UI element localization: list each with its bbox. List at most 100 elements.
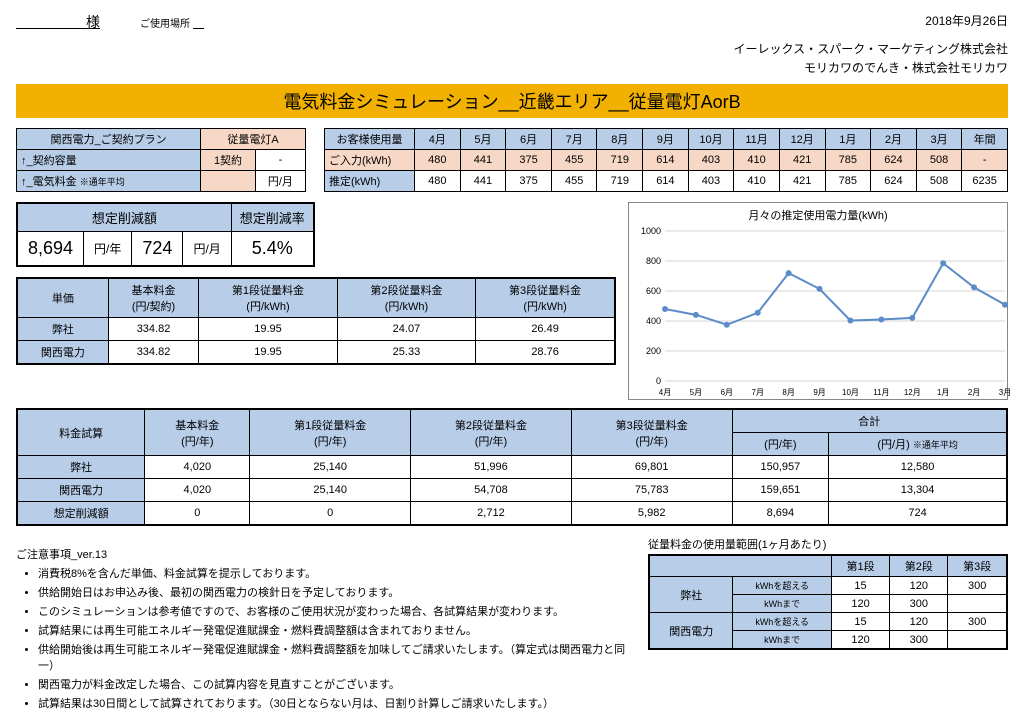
usage-est-label: 推定(kWh) [325,171,415,192]
customer-name: 様 [16,12,100,32]
usage-month: 4月 [415,129,461,150]
note-item: このシミュレーションは参考値ですので、お客様のご使用状況が変わった場合、各試算結… [38,603,628,619]
savings-rate: 5.4% [231,232,314,267]
notes-title: ご注意事項_ver.13 [16,546,628,562]
svg-text:8月: 8月 [782,388,794,397]
note-item: 試算結果は30日間として試算されております。（30日とならない月は、日割り計算し… [38,695,628,711]
usage-input-cell: 614 [643,150,689,171]
tier-title: 従量料金の使用量範囲(1ヶ月あたり) [648,536,1008,552]
svg-text:10月: 10月 [842,388,859,397]
svg-text:2月: 2月 [968,388,980,397]
contract-table: 関西電力_ご契約プラン 従量電灯A ↑_契約容量 1契約 - ↑_電気料金 ※通… [16,128,306,192]
usage-est-cell: 455 [551,171,597,192]
usage-month: 11月 [734,129,780,150]
usage-month: 2月 [871,129,917,150]
svg-text:3月: 3月 [999,388,1011,397]
svg-text:9月: 9月 [813,388,825,397]
usage-month: 1月 [825,129,871,150]
usage-input-cell: 480 [415,150,461,171]
top-tables: 関西電力_ご契約プラン 従量電灯A ↑_契約容量 1契約 - ↑_電気料金 ※通… [16,128,1008,192]
usage-est-cell: 480 [415,171,461,192]
tier-table: 第1段第2段第3段弊社kWhを超える15120300kWhまで120300関西電… [648,554,1008,650]
use-place: ご使用場所 [140,15,343,31]
note-item: 関西電力が料金改定した場合、この試算内容を見直すことがございます。 [38,676,628,692]
usage-month: 12月 [779,129,825,150]
usage-est-cell: 403 [688,171,734,192]
note-item: 供給開始後は再生可能エネルギー発電促進賦課金・燃料費調整額を加味してご請求いたし… [38,641,628,673]
usage-est-cell: 6235 [962,171,1008,192]
price-table: 単価基本料金(円/契約)第1段従量料金(円/kWh)第2段従量料金(円/kWh)… [16,277,616,365]
title-bar: 電気料金シミュレーション__近畿エリア__従量電灯AorB [16,84,1008,118]
note-item: 試算結果には再生可能エネルギー発電促進賦課金・燃料費調整額は含まれておりません。 [38,622,628,638]
usage-month: 年間 [962,129,1008,150]
usage-chart: 020040060080010004月5月6月7月8月9月10月11月12月1月… [633,225,1011,399]
svg-text:5月: 5月 [690,388,702,397]
svg-text:12月: 12月 [904,388,921,397]
savings-month-val: 724 [132,232,183,267]
usage-input-cell: 719 [597,150,643,171]
savings-h1: 想定削減額 [17,203,231,232]
usage-month: 3月 [916,129,962,150]
savings-month-unit: 円/月 [183,232,231,267]
usage-month: 7月 [551,129,597,150]
svg-text:7月: 7月 [752,388,764,397]
contract-row1-label: ↑_契約容量 [17,150,201,171]
note-item: 消費税8%を含んだ単価、料金試算を提示しております。 [38,565,628,581]
svg-text:6月: 6月 [721,388,733,397]
contract-row2-label: ↑_電気料金 ※通年平均 [17,171,201,192]
usage-input-cell: 785 [825,150,871,171]
use-place-value [193,15,343,31]
note-item: 供給開始日はお申込み後、最初の関西電力の検針日を予定しております。 [38,584,628,600]
notes-list: 消費税8%を含んだ単価、料金試算を提示しております。供給開始日はお申込み後、最初… [16,565,628,711]
usage-input-cell: 508 [916,150,962,171]
contract-header: 関西電力_ご契約プラン [17,129,201,150]
usage-input-cell: 403 [688,150,734,171]
usage-month: 9月 [643,129,689,150]
svg-text:200: 200 [646,346,661,356]
contract-plan: 従量電灯A [201,129,306,150]
usage-est-cell: 719 [597,171,643,192]
usage-est-cell: 375 [506,171,552,192]
savings-year-unit: 円/年 [84,232,132,267]
company-lines: イーレックス・スパーク・マーケティング株式会社 モリカワのでんき・株式会社モリカ… [16,40,1008,78]
company-line2: モリカワのでんき・株式会社モリカワ [16,59,1008,78]
chart-box: 月々の推定使用電力量(kWh) 020040060080010004月5月6月7… [628,202,1008,400]
contract-row1-v1: 1契約 [201,150,256,171]
document-date: 2018年9月26日 [925,12,1008,29]
contract-row2-v2: 円/月 [255,171,305,192]
customer-block: 様 ご使用場所 [16,12,343,32]
usage-input-cell: 455 [551,150,597,171]
usage-month: 8月 [597,129,643,150]
usage-est-cell: 410 [734,171,780,192]
svg-text:0: 0 [656,376,661,386]
usage-est-cell: 508 [916,171,962,192]
usage-est-cell: 624 [871,171,917,192]
svg-text:4月: 4月 [659,388,671,397]
usage-input-cell: 410 [734,150,780,171]
mid-left: 想定削減額 想定削減率 8,694 円/年 724 円/月 5.4% 単価基本料… [16,202,616,365]
mid-row: 想定削減額 想定削減率 8,694 円/年 724 円/月 5.4% 単価基本料… [16,202,1008,400]
usage-month: 5月 [460,129,506,150]
svg-text:1000: 1000 [641,226,661,236]
savings-table: 想定削減額 想定削減率 8,694 円/年 724 円/月 5.4% [16,202,315,267]
savings-h2: 想定削減率 [231,203,314,232]
usage-est-cell: 441 [460,171,506,192]
use-place-label: ご使用場所 [140,19,190,30]
usage-est-cell: 785 [825,171,871,192]
contract-row1-v2: - [255,150,305,171]
svg-text:800: 800 [646,256,661,266]
usage-input-cell: 624 [871,150,917,171]
header-row: 様 ご使用場所 2018年9月26日 [16,12,1008,32]
trial-table: 料金試算基本料金(円/年)第1段従量料金(円/年)第2段従量料金(円/年)第3段… [16,408,1008,526]
chart-title: 月々の推定使用電力量(kWh) [633,207,1003,223]
usage-input-label: ご入力(kWh) [325,150,415,171]
bottom-row: ご注意事項_ver.13 消費税8%を含んだ単価、料金試算を提示しております。供… [16,536,1008,714]
notes-block: ご注意事項_ver.13 消費税8%を含んだ単価、料金試算を提示しております。供… [16,546,628,714]
usage-est-cell: 421 [779,171,825,192]
usage-est-cell: 614 [643,171,689,192]
usage-input-cell: - [962,150,1008,171]
usage-input-cell: 421 [779,150,825,171]
company-line1: イーレックス・スパーク・マーケティング株式会社 [16,40,1008,59]
tier-box: 従量料金の使用量範囲(1ヶ月あたり) 第1段第2段第3段弊社kWhを超える151… [648,536,1008,650]
svg-text:400: 400 [646,316,661,326]
